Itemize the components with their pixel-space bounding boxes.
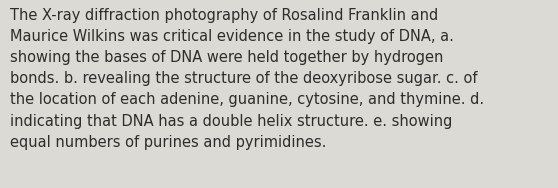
Text: The X-ray diffraction photography of Rosalind Franklin and
Maurice Wilkins was c: The X-ray diffraction photography of Ros… xyxy=(10,8,484,150)
